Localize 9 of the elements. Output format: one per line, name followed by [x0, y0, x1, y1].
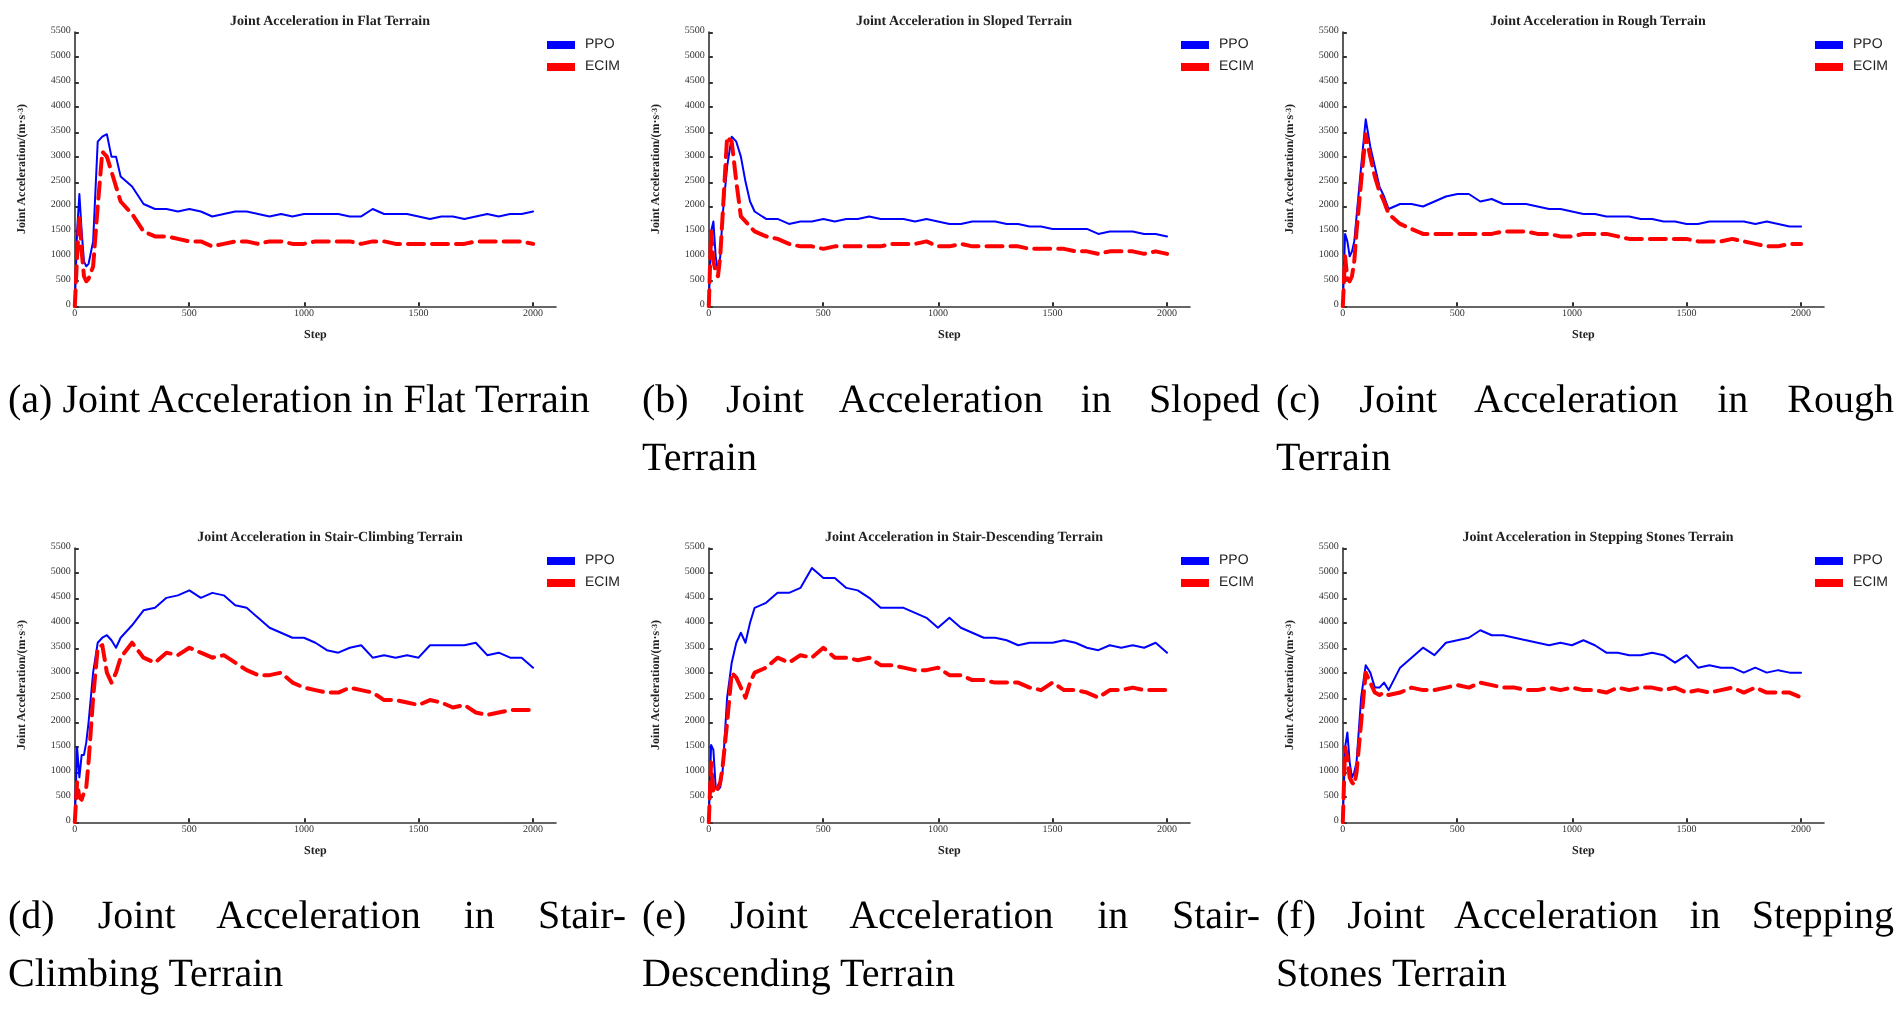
text: (f) Joint Acceleration in Stepping Stones Terrain: [1274, 892, 1896, 1000]
line-series: [706, 645, 1170, 825]
line-series: [72, 640, 536, 825]
text: (a) Joint Acceleration in Flat Terrain: [6, 376, 592, 426]
line-series: [1340, 670, 1804, 825]
text: (c) Joint Acceleration in Rough Terrain: [1274, 376, 1896, 484]
text: (d) Joint Acceleration in Stair-Climbing Terrain: [6, 892, 628, 1000]
text: (e) Joint Acceleration in Stair-Descending Terrain: [640, 892, 1262, 1000]
text: (b) Joint Acceleration in Sloped Terrain: [640, 376, 1262, 484]
